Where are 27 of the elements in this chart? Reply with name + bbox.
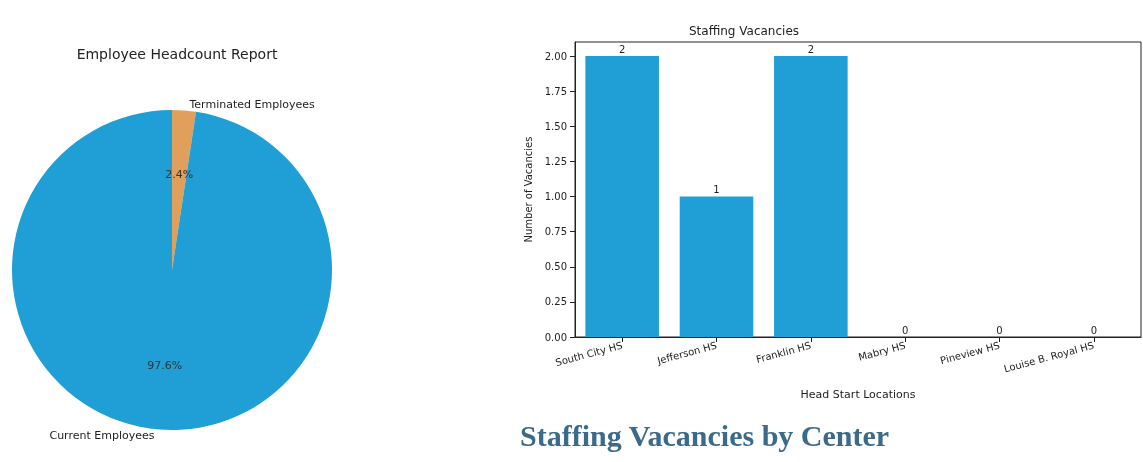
x-tick-label: Pineview HS [939,339,1001,367]
text: Staffing Vacancies by Center [520,418,890,452]
data-label: 0 [996,324,1003,336]
slice-label: Terminated Employees [188,97,315,111]
slice-label: Current Employees [49,429,155,443]
y-tick-label: 1.75 [544,85,567,97]
y-tick-label: 1.00 [544,191,567,203]
x-tick-label: Mabry HS [857,339,907,363]
x-tick-label: Franklin HS [754,339,813,365]
x-tick-label: Louise B. Royal HS [1002,339,1096,375]
y-tick-label: 1.50 [544,120,567,132]
y-tick-label: 1.25 [544,155,567,167]
y-tick-label: 0.00 [544,331,567,343]
data-label: 2 [618,43,626,55]
y-tick-label: 0.25 [544,296,567,308]
data-label: 2 [807,43,815,55]
x-axis-title: Head Start Locations [800,388,916,401]
y-tick-label: 2.00 [544,50,567,62]
y-tick-label: 0.75 [544,226,567,238]
data-label: 0 [1090,324,1098,336]
chart-title: Staffing Vacancies [688,24,800,38]
chart-title: Employee Headcount Report [76,46,278,62]
y-axis-title: Number of Vacancies [523,136,535,243]
data-label: 97.6% [147,359,183,373]
data-label: 0 [901,324,909,336]
y-tick-label: 0.50 [544,261,567,273]
data-label: 1 [713,184,720,196]
